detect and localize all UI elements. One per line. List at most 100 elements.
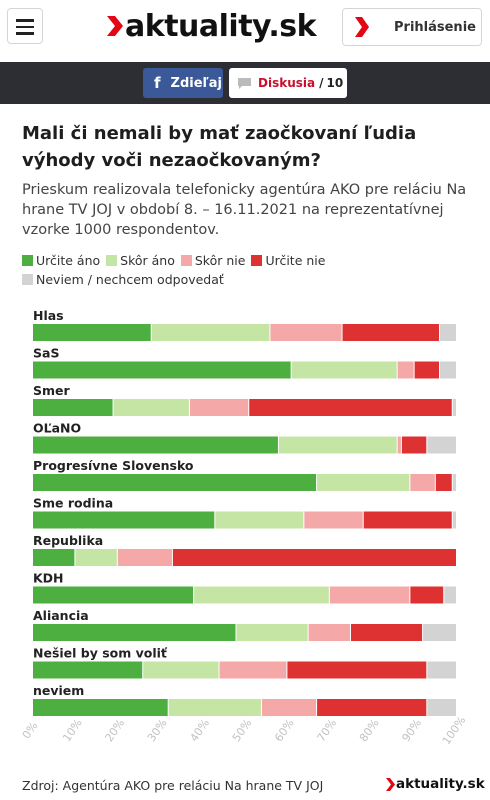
bar-segment	[249, 399, 452, 416]
chevron-logo-icon	[386, 777, 395, 791]
bar-segment	[304, 511, 363, 529]
footer-logo: aktuality.sk	[386, 776, 485, 792]
menu-button[interactable]	[7, 8, 43, 44]
bar-segment	[329, 586, 410, 604]
footer-logo-text: aktuality.sk	[396, 776, 485, 792]
bar-segment	[143, 661, 219, 679]
discussion-label: Diskusia	[258, 76, 316, 90]
bar-segment	[427, 699, 456, 716]
bar-segment	[33, 361, 291, 379]
legend-item: Skôr nie	[180, 251, 246, 270]
facebook-icon: f	[154, 74, 161, 92]
discussion-button[interactable]: Diskusia / 10	[229, 68, 347, 98]
bar-segment	[278, 436, 397, 454]
bar-segment	[270, 324, 342, 341]
x-tick-label: 40%	[187, 717, 212, 744]
stacked-bar-chart: Hlas SaS Smer OĽaNO Progresívne Slovensko Sme…	[20, 308, 469, 747]
bar-segment	[33, 474, 317, 491]
legend-label: Určite áno	[36, 253, 101, 268]
bar-segment	[168, 699, 261, 716]
bar-segment	[317, 699, 427, 716]
bar-segment	[440, 324, 456, 341]
bar-segment	[397, 361, 414, 379]
bar-segment	[444, 586, 456, 604]
login-label: Prihlásenie	[394, 19, 476, 35]
bar-segment	[351, 624, 423, 641]
bar-segment	[189, 399, 249, 416]
bar-segment	[236, 624, 308, 641]
bar-segment	[291, 361, 397, 379]
bar-segment	[414, 361, 440, 379]
category-label: neviem	[33, 683, 84, 698]
bar-segment	[33, 586, 194, 604]
legend-item: Skôr áno	[106, 251, 175, 270]
bar-segment	[33, 624, 236, 641]
category-label: Progresívne Slovensko	[33, 458, 194, 473]
bar-segment	[435, 474, 452, 491]
bar-segment	[410, 474, 435, 491]
login-button[interactable]: Prihlásenie	[342, 8, 482, 46]
category-label: SaS	[33, 346, 59, 361]
chevron-right-icon	[355, 17, 369, 37]
discussion-count: 10	[326, 76, 344, 90]
x-tick-label: 0%	[20, 720, 41, 742]
bar-segment	[33, 399, 113, 416]
bar-segment	[440, 361, 456, 379]
bar-segment	[342, 324, 440, 341]
article-subtitle: Prieskum realizovala telefonicky agentúr…	[22, 182, 467, 238]
bar-segment	[33, 324, 151, 341]
x-tick-label: 30%	[145, 717, 170, 744]
bar-segment	[317, 474, 410, 491]
legend-swatch	[22, 255, 33, 266]
bar-segment	[452, 399, 456, 416]
discussion-separator: /	[319, 76, 324, 90]
x-tick-label: 100%	[440, 714, 469, 747]
bar-segment	[363, 511, 452, 529]
bar-segment	[427, 436, 456, 454]
x-tick-label: 60%	[272, 717, 297, 744]
bar-segment	[215, 511, 304, 529]
legend-label: Neviem / nechcem odpovedať	[36, 272, 224, 287]
x-tick-label: 10%	[60, 717, 85, 744]
bar-segment	[452, 511, 456, 529]
chevron-logo-icon	[107, 16, 123, 36]
bar-segment	[113, 399, 189, 416]
bar-segment	[33, 699, 168, 716]
legend-swatch	[106, 255, 118, 266]
x-tick-label: 80%	[357, 717, 382, 744]
x-tick-label: 70%	[315, 717, 340, 744]
hamburger-icon-line	[16, 19, 34, 22]
bar-segment	[194, 586, 329, 604]
bar-segment	[151, 324, 270, 341]
bar-segment	[117, 549, 172, 566]
site-logo[interactable]: aktuality.sk	[104, 6, 317, 46]
bar-segment	[219, 661, 287, 679]
category-label: KDH	[33, 571, 64, 586]
chart-legend: Určite áno Skôr áno Skôr nie Určite nie Nevi…	[22, 251, 482, 289]
bar-segment	[33, 661, 143, 679]
legend-label: Skôr nie	[194, 253, 246, 268]
article-title: Mali či nemali by mať zaočkovaní ľudia v…	[22, 123, 417, 171]
facebook-share-label: Zdieľaj	[170, 75, 222, 91]
facebook-share-button[interactable]: f Zdieľaj	[143, 68, 223, 98]
legend-label: Určite nie	[265, 253, 326, 268]
bar-segment	[423, 624, 456, 641]
legend-label: Skôr áno	[120, 253, 175, 268]
category-label: Aliancia	[33, 608, 89, 623]
bar-segment	[172, 549, 457, 566]
legend-item: Určite áno	[22, 251, 100, 270]
category-label: OĽaNO	[33, 421, 81, 436]
bar-segment	[33, 436, 278, 454]
bar-segment	[410, 586, 444, 604]
bar-segment	[261, 699, 317, 716]
hamburger-icon-line	[16, 25, 34, 28]
bar-segment	[397, 436, 401, 454]
category-label: Sme rodina	[33, 496, 113, 511]
bar-segment	[33, 511, 215, 529]
bar-segment	[33, 549, 75, 566]
bar-segment	[308, 624, 350, 641]
legend-swatch	[22, 274, 33, 285]
category-label: Republika	[33, 533, 103, 548]
legend-item: Určite nie	[251, 251, 325, 270]
bar-segment	[427, 661, 456, 679]
